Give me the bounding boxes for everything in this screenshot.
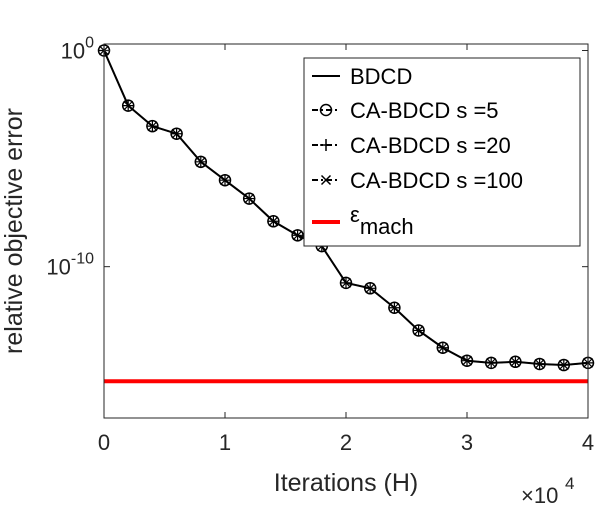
data-point [509,355,522,369]
epsilon-subscript: mach [360,214,414,239]
x-exponent-label: ×10 4 [521,474,574,508]
plot-area [97,44,595,384]
legend-label-epsilon: εmach [350,202,414,239]
y-tick-label: 10-10 [46,251,94,280]
y-tick-power: -10 [71,251,94,268]
legend-label-s100: CA-BDCD s =100 [350,168,523,193]
data-point [267,215,280,228]
y-tick-base: 10 [46,255,70,280]
data-point [557,358,571,372]
marker-cross [171,128,182,139]
data-point [194,155,208,169]
y-tick-power: 0 [85,34,94,51]
legend: BDCD CA-BDCD s =5 CA-BDCD s =20 CA-BDCD … [303,57,581,247]
x-tick-label: 3 [461,430,473,455]
data-point [484,356,498,370]
data-point [146,119,159,133]
data-point [412,324,425,337]
marker-cross [244,193,255,204]
marker-cross [534,359,545,369]
legend-entry-s20: CA-BDCD s =20 [312,133,511,158]
legend-entry-s5: CA-BDCD s =5 [312,98,499,123]
data-point [218,173,232,187]
y-axis-label: relative objective error [0,108,28,354]
x-tick-label: 4 [582,430,594,455]
y-tick-label: 100 [61,34,94,63]
marker-cross [123,100,134,111]
legend-marker-plus [320,139,332,151]
y-tick-base: 10 [61,38,85,63]
marker-cross [389,302,400,313]
x-tick-label: 0 [98,430,110,455]
data-point [339,276,353,290]
marker-cross [558,360,569,370]
data-point [533,357,546,371]
marker-cross [220,175,230,186]
marker-cross [195,156,206,167]
legend-entry-epsilon: εmach [312,202,414,239]
x-tick-label: 1 [219,430,231,455]
data-point [121,99,135,112]
data-point [291,229,304,242]
marker-cross [462,355,472,366]
legend-entry-s100: CA-BDCD s =100 [312,168,523,193]
x-tick-label: 2 [340,430,352,455]
data-point [460,354,474,367]
legend-marker-cross [320,174,332,186]
marker-cross [365,283,376,294]
legend-entry-bdcd: BDCD [312,64,412,89]
marker-cross [510,356,521,367]
x-axis-label: Iterations (H) [274,469,418,497]
legend-box [303,57,581,247]
marker-cross [486,357,497,368]
marker-cross [437,342,448,353]
x-exponent-power: 4 [565,474,574,493]
legend-label-s20: CA-BDCD s =20 [350,133,511,158]
marker-cross [292,230,303,241]
x-axis: 0 1 2 3 4 [98,44,594,455]
data-point [436,341,450,354]
epsilon-symbol: ε [350,202,360,227]
marker-cross [341,277,351,288]
x-exponent-base: ×10 [521,483,558,508]
data-point [363,282,377,295]
legend-marker-circle [319,103,333,117]
marker-cross [413,325,424,336]
legend-label-s5: CA-BDCD s =5 [350,98,499,123]
marker-cross [147,121,158,132]
data-point [170,127,183,140]
data-point [242,192,256,205]
marker-cross [268,216,279,227]
legend-label-bdcd: BDCD [350,64,412,89]
data-point [388,301,401,314]
